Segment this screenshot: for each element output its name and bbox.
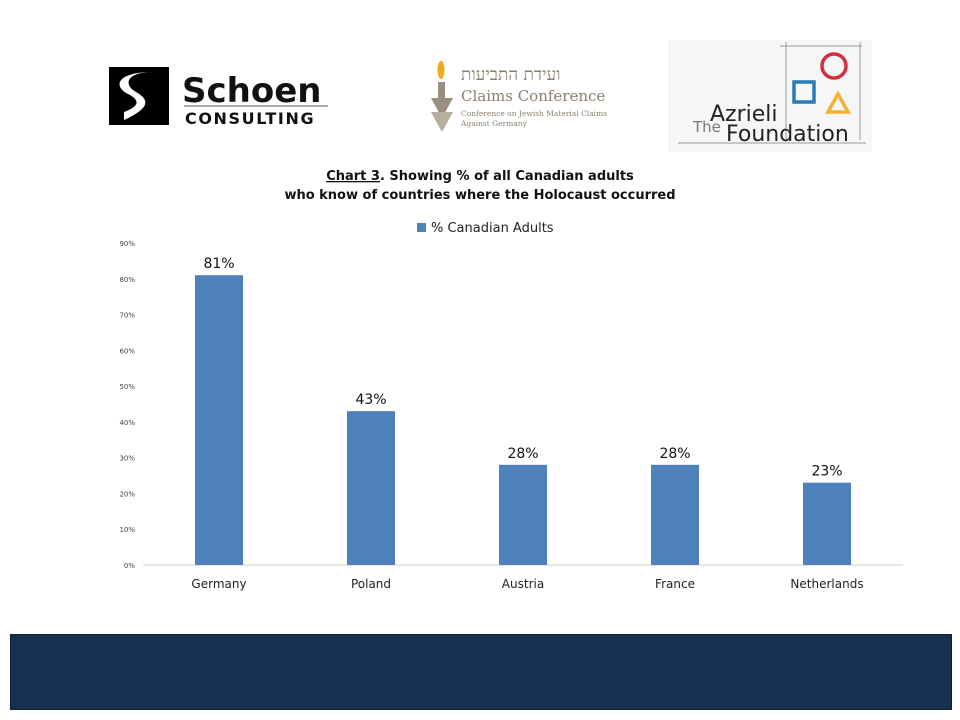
azrieli-triangle-icon — [825, 90, 851, 114]
claims-logo-hebrew: ועידת התביעות — [461, 65, 561, 85]
x-tick-label: Germany — [191, 577, 246, 591]
azrieli-logo-name1: Azrieli — [710, 102, 778, 127]
chart-title-line1: Chart 3. Showing % of all Canadian adult… — [326, 169, 634, 184]
bar-data-label: 23% — [811, 464, 842, 480]
bar-data-label: 81% — [203, 256, 234, 272]
bar-data-label: 28% — [659, 446, 690, 462]
azrieli-circle-icon — [820, 52, 848, 80]
bar-series — [195, 275, 851, 565]
chart-legend: % Canadian Adults — [417, 221, 554, 236]
bar-chart: Chart 3. Showing % of all Canadian adult… — [119, 169, 903, 591]
x-axis-labels: Germany Poland Austria France Netherlands — [191, 577, 863, 591]
x-tick-label: Austria — [502, 577, 544, 591]
bar — [651, 464, 699, 565]
schoen-logo-sub: CONSULTING — [185, 109, 315, 128]
chart-title-line2: who know of countries where the Holocaus… — [284, 188, 675, 203]
chart-title-rest: . Showing % of all Canadian adults — [380, 169, 634, 184]
footer-bar — [10, 634, 952, 710]
claims-logo-line2: Against Germany — [460, 119, 528, 128]
x-tick-label: France — [655, 577, 695, 591]
bar — [195, 275, 243, 565]
bar-data-label: 43% — [355, 392, 386, 408]
bar-data-label: 28% — [507, 446, 538, 462]
logo-row: Schoen CONSULTING ועידת התביעות Claims C… — [109, 40, 872, 152]
x-tick-label: Poland — [351, 577, 391, 591]
y-axis: 0% 10% 20% 30% 40% 50% 60% 70% 80% 90% — [119, 240, 135, 570]
azrieli-logo-the: The — [692, 118, 721, 136]
y-tick-label: 50% — [119, 383, 135, 391]
y-tick-label: 30% — [119, 455, 135, 463]
y-tick-label: 60% — [119, 347, 135, 355]
bar — [499, 464, 547, 565]
y-tick-label: 80% — [119, 276, 135, 284]
azrieli-logo-name2: Foundation — [726, 122, 849, 147]
schoen-logo-name: Schoen — [182, 71, 321, 111]
y-tick-label: 20% — [119, 490, 135, 498]
y-tick-label: 0% — [124, 562, 135, 570]
bar — [347, 411, 395, 565]
data-labels: 81% 43% 28% 28% 23% — [203, 256, 842, 480]
y-tick-label: 40% — [119, 419, 135, 427]
azrieli-foundation-logo: The Azrieli Foundation — [668, 40, 872, 152]
y-tick-label: 10% — [119, 526, 135, 534]
bar — [803, 482, 851, 565]
claims-conference-logo: ועידת התביעות Claims Conference Conferen… — [431, 61, 607, 132]
schoen-consulting-logo: Schoen CONSULTING — [109, 67, 328, 128]
y-tick-label: 70% — [119, 312, 135, 320]
azrieli-square-icon — [792, 80, 816, 104]
legend-swatch — [417, 223, 426, 232]
y-tick-label: 90% — [119, 240, 135, 248]
claims-logo-line1: Conference on Jewish Material Claims — [461, 109, 607, 118]
legend-label: % Canadian Adults — [431, 221, 554, 236]
x-tick-label: Netherlands — [790, 577, 863, 591]
chart-title-prefix: Chart 3 — [326, 169, 380, 184]
claims-logo-name: Claims Conference — [461, 87, 605, 105]
